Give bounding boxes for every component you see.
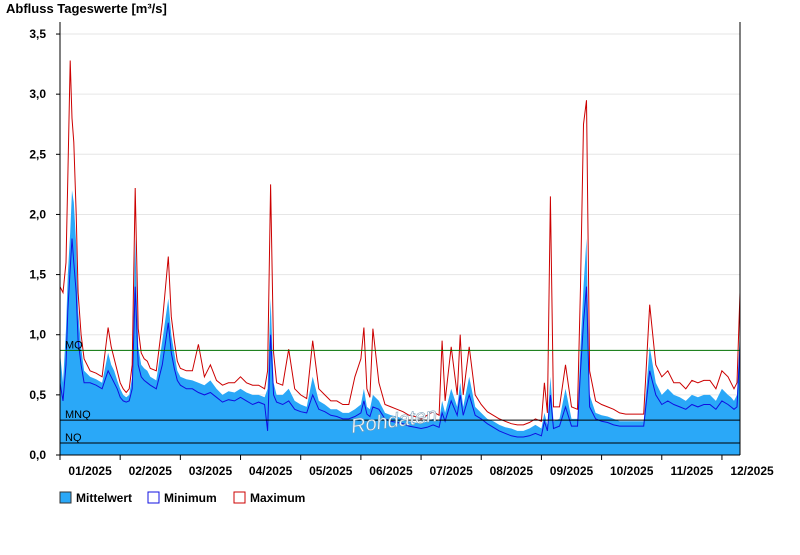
legend-label: Minimum [164, 491, 217, 505]
grid-layer [60, 33, 740, 396]
x-tick-label: 08/2025 [490, 464, 534, 478]
mean-area [60, 190, 740, 455]
legend-label: Maximum [250, 491, 305, 505]
chart-title: Abfluss Tageswerte [m³/s] [6, 1, 167, 16]
series-layer [59, 60, 741, 455]
x-tick-label: 12/2025 [730, 464, 774, 478]
legend-label: Mittelwert [76, 491, 132, 505]
x-tick-label: 01/2025 [68, 464, 112, 478]
x-tick-label: 06/2025 [369, 464, 413, 478]
x-tick-label: 04/2025 [249, 464, 293, 478]
x-tick-label: 07/2025 [429, 464, 473, 478]
reference-label-nq: NQ [65, 432, 82, 444]
x-tick-label: 05/2025 [309, 464, 353, 478]
x-tick-label: 09/2025 [550, 464, 594, 478]
y-tick-label: 0,0 [29, 448, 46, 462]
reference-label-mq: MQ [65, 339, 83, 351]
y-tick-label: 0,5 [29, 388, 46, 402]
minimum-line [59, 238, 741, 438]
axis-layer: 0,0 0,5 1,0 1,5 2,0 2,5 3,0 3,5 01/2025 02/2025 03… [29, 22, 774, 478]
x-tick-label: 11/2025 [670, 464, 713, 478]
legend-swatch [147, 491, 160, 504]
reference-lines-layer: MQ MNQ NQ [60, 339, 740, 444]
maximum-line [59, 60, 741, 426]
legend: Mittelwert Minimum Maximum [59, 491, 305, 505]
legend-swatch [233, 491, 246, 504]
x-tick-label: 02/2025 [129, 464, 173, 478]
y-tick-label: 3,0 [29, 87, 46, 101]
y-tick-label: 2,0 [29, 207, 46, 221]
y-tick-label: 3,5 [29, 27, 46, 41]
y-tick-label: 2,5 [29, 147, 46, 161]
x-tick-label: 03/2025 [189, 464, 233, 478]
legend-swatch [59, 491, 72, 504]
x-tick-label: 10/2025 [610, 464, 654, 478]
y-tick-label: 1,0 [29, 328, 46, 342]
reference-label-mnq: MNQ [65, 409, 91, 421]
y-tick-label: 1,5 [29, 268, 46, 282]
